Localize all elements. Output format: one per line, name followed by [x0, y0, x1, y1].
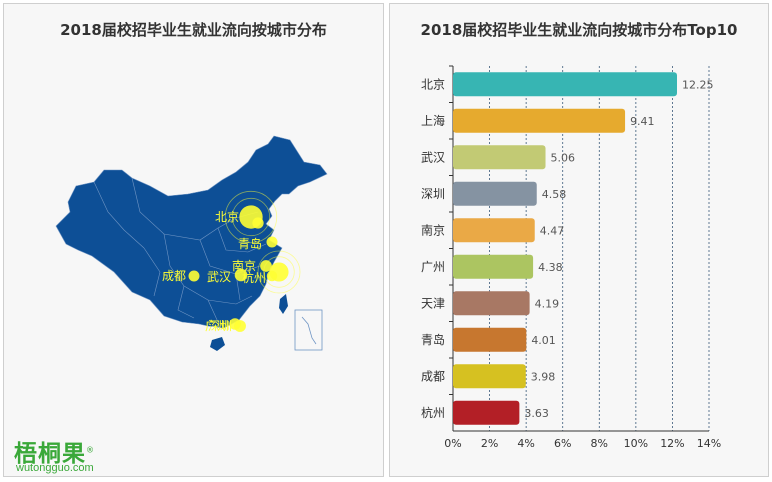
- x-tick-label: 12%: [660, 437, 684, 450]
- bar-value-label: 9.41: [630, 115, 655, 128]
- city-marker: [234, 268, 248, 282]
- y-category-label: 深圳: [421, 187, 445, 201]
- bar: [453, 181, 537, 206]
- x-tick-label: 2%: [481, 437, 498, 450]
- y-category-label: 天津: [421, 296, 445, 310]
- bar-value-label: 3.98: [531, 370, 556, 383]
- city-label: 广州: [205, 319, 229, 333]
- chart-title: 2018届校招毕业生就业流向按城市分布Top10: [420, 21, 738, 39]
- bar-chart-panel: 2018届校招毕业生就业流向按城市分布Top10 0% 2% 4% 6% 8% 10% 12…: [389, 3, 769, 477]
- city-label: 杭州: [242, 270, 266, 285]
- city-label: 北京: [215, 210, 239, 224]
- map-title: 2018届校招毕业生就业流向按城市分布: [60, 21, 327, 39]
- x-tick-label: 4%: [517, 437, 534, 450]
- bar-value-label: 4.58: [542, 188, 567, 201]
- bar: [453, 400, 520, 425]
- city-marker: [188, 270, 200, 282]
- bar: [453, 108, 626, 133]
- bar-value-label: 4.47: [540, 224, 565, 237]
- y-category-label: 武汉: [421, 150, 445, 164]
- x-tick-label: 6%: [554, 437, 571, 450]
- logo-url: wutongguo.com: [16, 462, 94, 474]
- y-category-label: 南京: [421, 222, 445, 237]
- city-marker: [260, 260, 272, 272]
- bar-value-label: 4.38: [538, 261, 563, 274]
- x-tick-label: 8%: [591, 437, 608, 450]
- taiwan-island: [279, 294, 288, 314]
- bar-value-label: 4.19: [535, 297, 560, 310]
- bar: [453, 254, 534, 279]
- city-ripple: [263, 256, 295, 288]
- bar-value-label: 4.01: [531, 334, 556, 347]
- city-label: 南京: [232, 258, 256, 273]
- south-china-sea-inset: [294, 309, 323, 351]
- city-label: 武汉: [207, 270, 231, 284]
- bar-value-label: 3.63: [524, 407, 549, 420]
- city-ripple: [257, 250, 301, 294]
- bar: [453, 327, 527, 352]
- city-marker: [266, 236, 278, 248]
- province-borders: [93, 177, 267, 323]
- city-marker: [234, 320, 246, 332]
- city-label: 青岛: [238, 236, 262, 251]
- bar-chart: 0% 2% 4% 6% 8% 10% 12% 14% 北京 12.25 上海 9.41 武汉 5.06 深圳…: [421, 65, 721, 450]
- bar: [453, 218, 535, 243]
- x-tick-label: 14%: [697, 437, 721, 450]
- bar-value-label: 12.25: [682, 78, 714, 91]
- y-category-label: 青岛: [421, 332, 445, 347]
- map-panel: 2018届校招毕业生就业流向按城市分布 北京青岛南京 杭州 武汉 成都广州 深圳 梧桐果…: [3, 3, 384, 477]
- city-label: 深圳: [208, 319, 232, 333]
- y-category-label: 上海: [421, 113, 445, 128]
- bar: [453, 72, 677, 97]
- bar: [453, 364, 526, 389]
- city-ripple: [224, 190, 278, 244]
- bar-value-label: 5.06: [551, 151, 576, 164]
- y-category-label: 北京: [421, 77, 445, 91]
- bar: [453, 291, 530, 316]
- x-tick-label: 10%: [624, 437, 648, 450]
- city-ripple: [231, 197, 271, 237]
- bar: [453, 145, 546, 170]
- city-marker: [252, 217, 264, 229]
- city-marker: [266, 270, 278, 282]
- hainan-island: [210, 337, 225, 351]
- logo: 梧桐果®: [14, 434, 95, 468]
- y-category-label: 杭州: [421, 405, 445, 420]
- x-tick-label: 0%: [444, 437, 461, 450]
- logo-mark: ®: [86, 445, 95, 455]
- logo-text: 梧桐果: [14, 441, 86, 467]
- city-label: 成都: [162, 269, 186, 283]
- y-category-label: 广州: [421, 260, 445, 274]
- y-category-label: 成都: [421, 369, 445, 383]
